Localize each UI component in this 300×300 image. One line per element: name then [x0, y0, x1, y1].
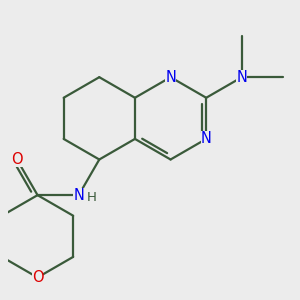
- Text: N: N: [73, 188, 84, 202]
- Text: N: N: [165, 70, 176, 85]
- Text: O: O: [11, 152, 23, 167]
- Text: N: N: [236, 70, 247, 85]
- Text: H: H: [87, 191, 97, 204]
- Text: N: N: [201, 131, 212, 146]
- Text: O: O: [32, 270, 44, 285]
